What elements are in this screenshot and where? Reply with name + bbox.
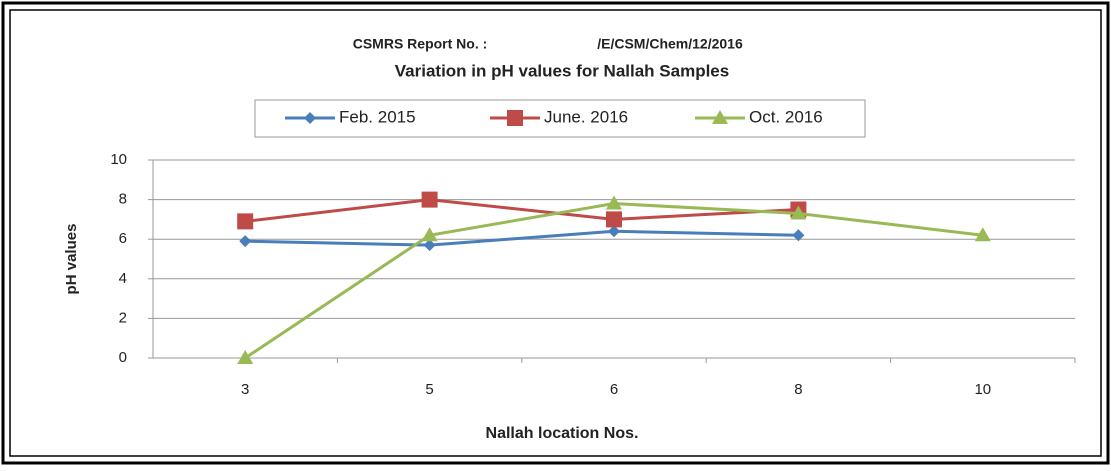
marker bbox=[421, 227, 438, 242]
marker bbox=[507, 110, 523, 126]
marker bbox=[304, 112, 316, 124]
x-tick-label: 8 bbox=[794, 381, 802, 398]
marker bbox=[237, 213, 254, 230]
report-label: CSMRS Report No. : bbox=[353, 36, 488, 52]
marker bbox=[421, 191, 438, 208]
series-line bbox=[245, 229, 799, 247]
y-tick-label: 2 bbox=[119, 309, 127, 326]
report-number: /E/CSM/Chem/12/2016 bbox=[597, 36, 743, 52]
y-tick-label: 6 bbox=[119, 230, 127, 247]
marker bbox=[608, 225, 620, 238]
series-line bbox=[245, 198, 799, 223]
marker bbox=[974, 227, 991, 242]
legend-label: Oct. 2016 bbox=[749, 107, 823, 126]
x-tick-label: 5 bbox=[425, 381, 433, 398]
x-tick-label: 6 bbox=[610, 381, 618, 398]
marker bbox=[237, 350, 254, 364]
x-tick-label: 10 bbox=[974, 381, 991, 398]
marker bbox=[712, 110, 728, 124]
chart-title: Variation in pH values for Nallah Sample… bbox=[395, 61, 729, 80]
marker bbox=[790, 205, 807, 220]
inner-frame bbox=[9, 9, 1102, 457]
x-tick-label: 3 bbox=[241, 381, 249, 398]
y-tick-label: 8 bbox=[119, 191, 127, 208]
x-axis-label: Nallah location Nos. bbox=[486, 425, 639, 442]
y-axis-label: pH values bbox=[63, 224, 80, 295]
legend-label: June. 2016 bbox=[544, 107, 628, 126]
legend-label: Feb. 2015 bbox=[339, 107, 416, 126]
marker bbox=[606, 211, 622, 228]
marker bbox=[606, 195, 622, 210]
marker bbox=[792, 229, 805, 242]
legend-box bbox=[254, 99, 866, 138]
y-tick-label: 4 bbox=[119, 270, 127, 287]
marker bbox=[239, 235, 252, 248]
y-tick-label: 10 bbox=[110, 151, 127, 168]
y-tick-label: 0 bbox=[119, 349, 127, 366]
marker bbox=[423, 239, 436, 252]
